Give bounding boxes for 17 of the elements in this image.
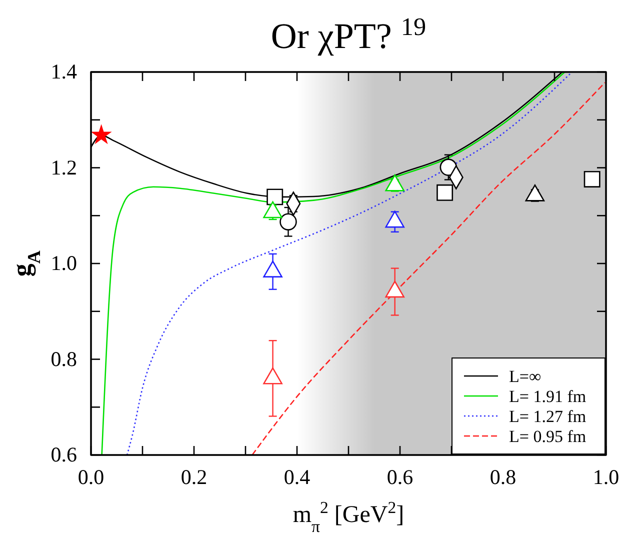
y-tick-label: 0.8 [50, 346, 77, 371]
x-tick-label: 0.8 [490, 464, 516, 489]
x-tick-label: 0.6 [386, 464, 414, 489]
y-tick-label: 1.4 [50, 60, 78, 84]
y-tick-label: 1.2 [50, 155, 77, 180]
legend-label: L= 1.27 fm [509, 407, 586, 426]
x-tick-label: 0.2 [180, 464, 208, 489]
legend-label: L=∞ [509, 367, 542, 386]
y-tick-label: 0.6 [50, 442, 77, 467]
y-tick-label: 1.0 [50, 251, 77, 276]
x-tick-label: 0.4 [284, 464, 311, 489]
chart-title: Or χPT? $^{19}$ [270, 14, 426, 56]
legend-label: L= 1.91 fm [509, 387, 586, 406]
x-tick-label: 1.0 [592, 464, 620, 489]
x-axis-title: m$_{π}$$^{2}$ [GeV$^{2}$] [292, 498, 404, 536]
legend-label: L= 0.95 fm [509, 427, 586, 446]
x-tick-label: 0.0 [78, 464, 104, 489]
